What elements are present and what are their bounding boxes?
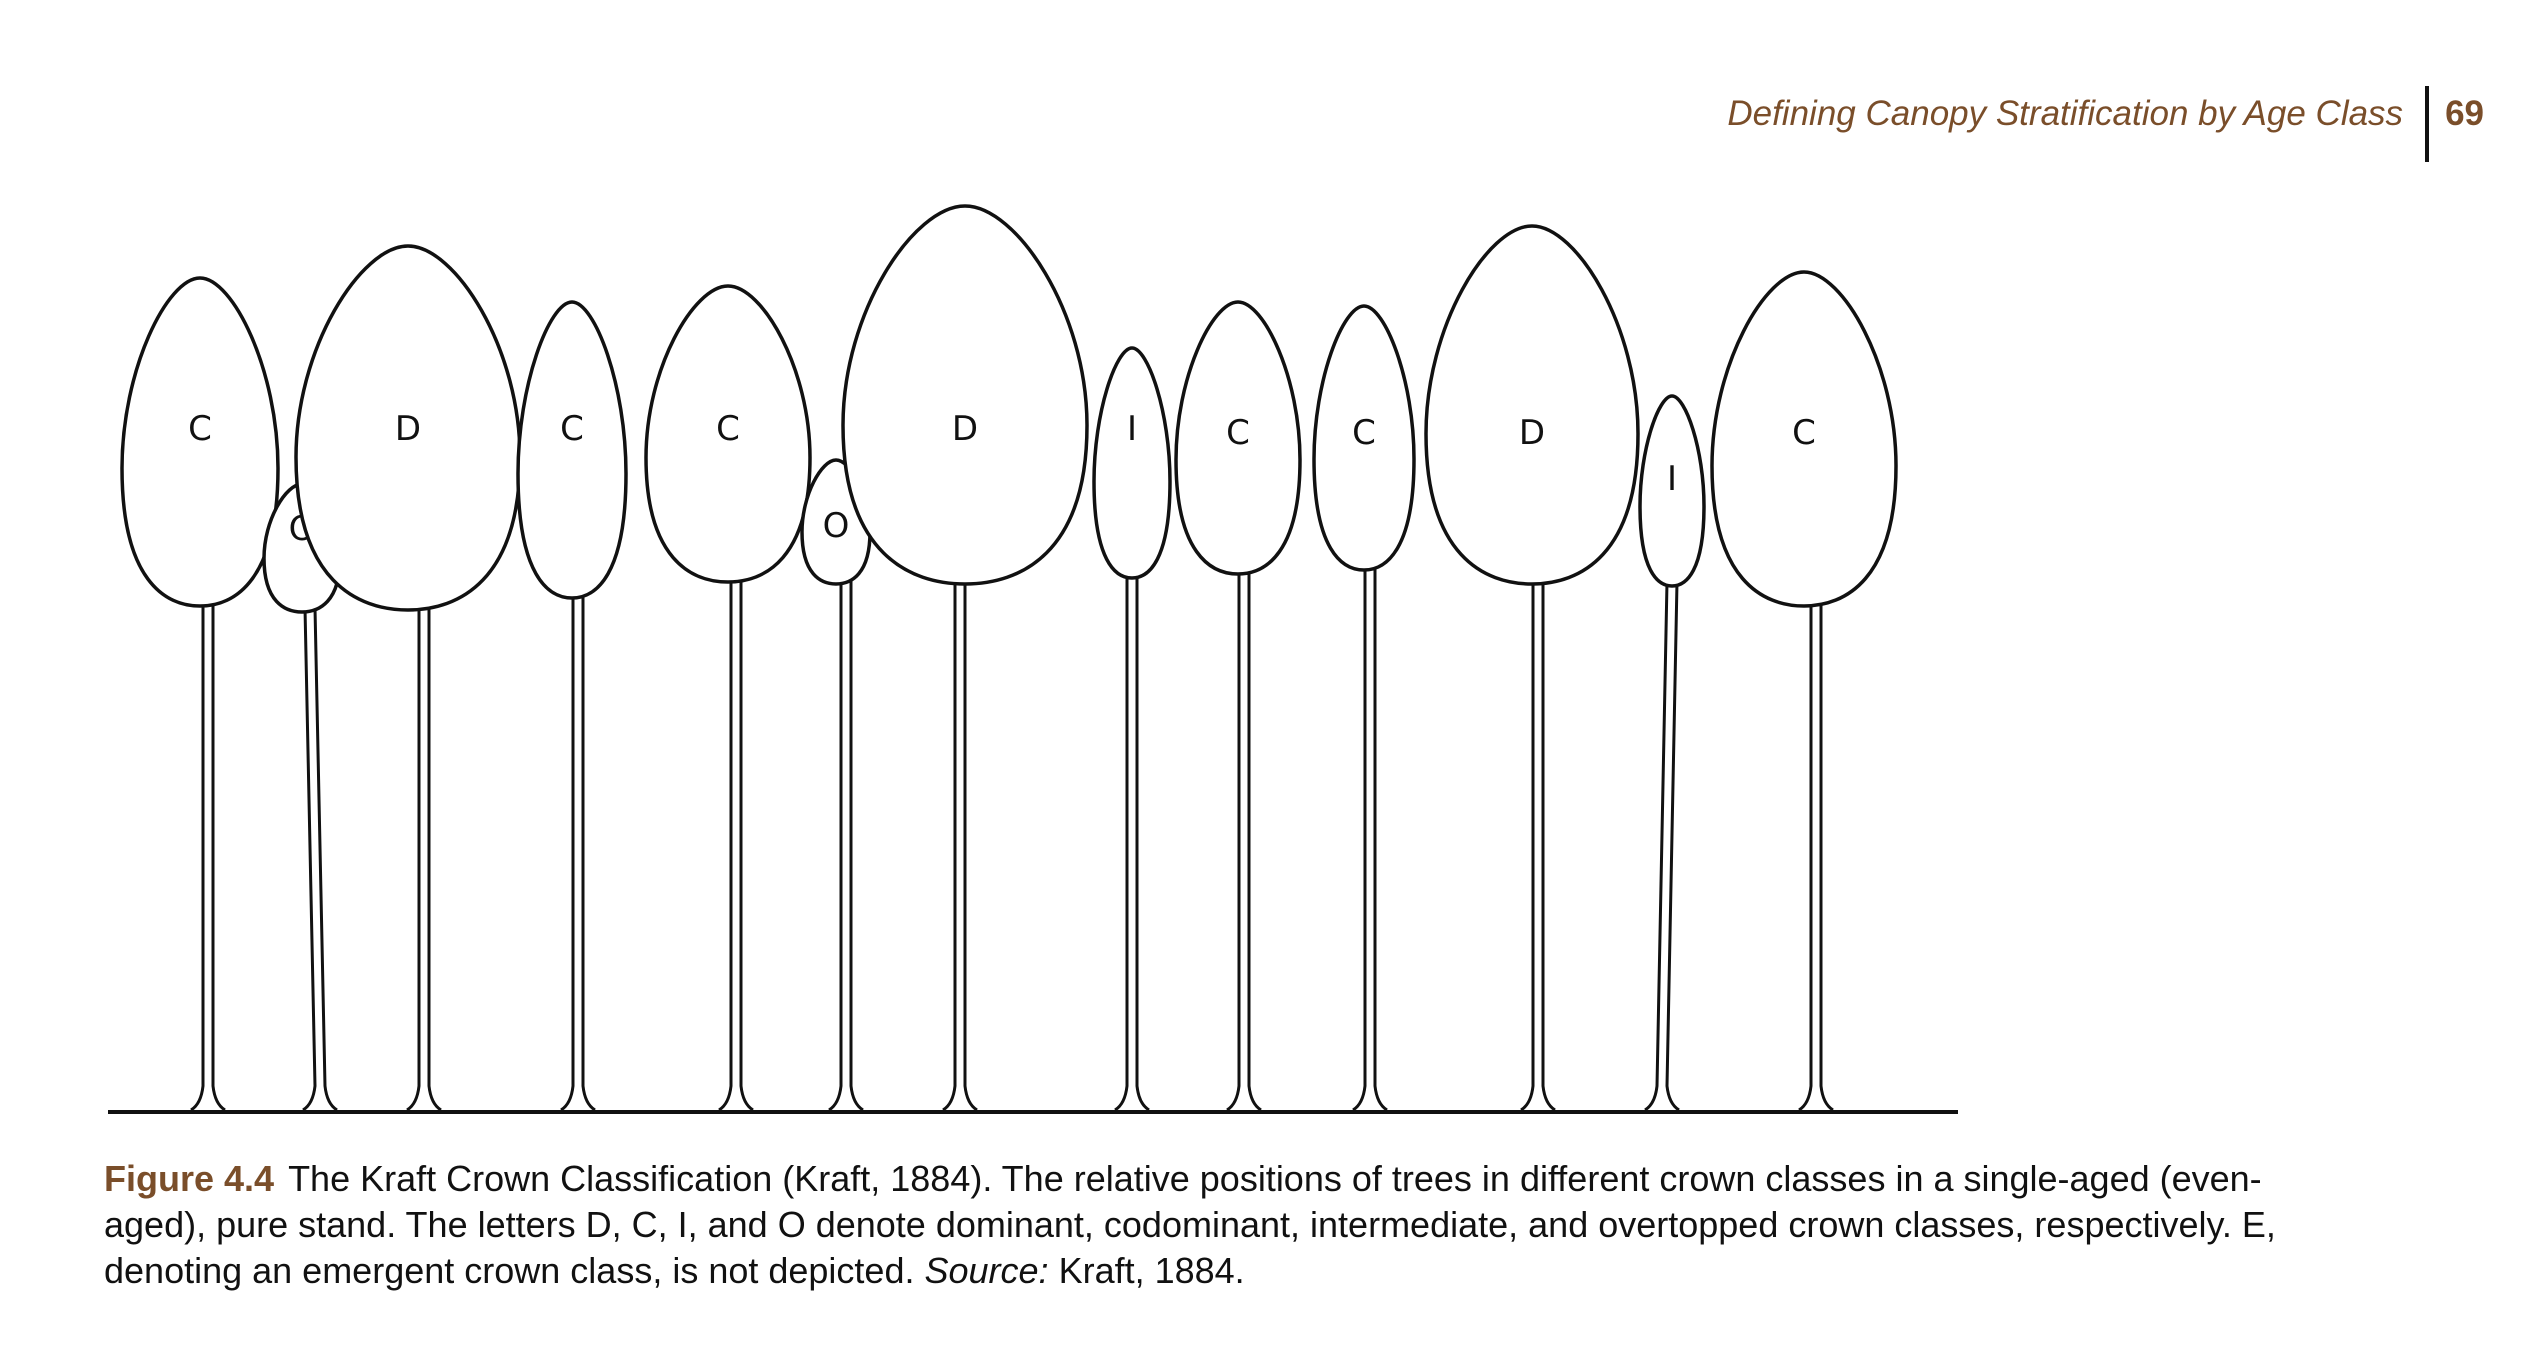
crown-class-label: C bbox=[1352, 413, 1376, 453]
tree: C bbox=[516, 300, 628, 1112]
tree-crown bbox=[516, 300, 628, 600]
source-text: Kraft, 1884. bbox=[1048, 1250, 1245, 1291]
tree-crown bbox=[1424, 224, 1640, 586]
tree-crown bbox=[1092, 346, 1172, 580]
tree-trunk bbox=[302, 607, 338, 1112]
running-header: Defining Canopy Stratification by Age Cl… bbox=[1727, 86, 2484, 166]
tree-trunk bbox=[1226, 570, 1262, 1112]
tree-crown bbox=[294, 244, 522, 612]
tree-crown bbox=[1174, 300, 1302, 576]
tree-trunk bbox=[718, 578, 754, 1112]
tree-crown bbox=[120, 276, 280, 608]
tree: D bbox=[841, 204, 1089, 1112]
tree-trunk bbox=[190, 602, 226, 1112]
crown-class-label: D bbox=[1519, 413, 1545, 453]
crown-class-label: D bbox=[952, 409, 978, 449]
crown-class-label: D bbox=[395, 409, 421, 449]
running-title: Defining Canopy Stratification by Age Cl… bbox=[1727, 94, 2404, 133]
crown-class-label: C bbox=[560, 409, 584, 449]
tree-trunk bbox=[1644, 581, 1680, 1112]
caption-text: The Kraft Crown Classification (Kraft, 1… bbox=[104, 1158, 2276, 1291]
tree: D bbox=[294, 244, 522, 1112]
tree: C bbox=[1312, 304, 1416, 1112]
tree-trunk bbox=[1520, 580, 1556, 1112]
tree: I bbox=[1092, 346, 1172, 1112]
tree: I bbox=[1638, 394, 1706, 1112]
crown-class-label: I bbox=[1667, 459, 1677, 499]
tree: O bbox=[800, 458, 872, 1112]
header-divider bbox=[2425, 86, 2430, 162]
crown-class-label: C bbox=[716, 409, 740, 449]
tree-crown bbox=[1710, 270, 1898, 608]
source-label: Source: bbox=[924, 1250, 1049, 1291]
tree-trunk bbox=[406, 606, 442, 1112]
crown-class-label: C bbox=[1226, 413, 1250, 453]
tree-trunk bbox=[1352, 566, 1388, 1112]
crown-class-label: C bbox=[188, 409, 212, 449]
page-number: 69 bbox=[2445, 94, 2484, 133]
tree-crown bbox=[644, 284, 812, 584]
crown-class-label: O bbox=[823, 506, 850, 546]
tree-crown bbox=[1638, 394, 1706, 588]
crown-class-label: I bbox=[1127, 409, 1137, 449]
tree-crown bbox=[1312, 304, 1416, 572]
tree-trunk bbox=[942, 580, 978, 1112]
figure-label: Figure 4.4 bbox=[104, 1158, 275, 1199]
tree-trunk bbox=[1114, 574, 1150, 1112]
tree: C bbox=[1174, 300, 1302, 1112]
tree-trunk bbox=[828, 580, 864, 1112]
figure-caption: Figure 4.4 The Kraft Crown Classification… bbox=[104, 1156, 2344, 1294]
tree: C bbox=[644, 284, 812, 1112]
crown-class-label: C bbox=[1792, 413, 1816, 453]
tree-trunk bbox=[1798, 602, 1834, 1112]
tree: C bbox=[120, 276, 280, 1112]
tree-trunk bbox=[560, 594, 596, 1112]
tree: D bbox=[1424, 224, 1640, 1112]
tree-crown bbox=[841, 204, 1089, 586]
tree: O bbox=[262, 482, 342, 1112]
tree: C bbox=[1710, 270, 1898, 1112]
